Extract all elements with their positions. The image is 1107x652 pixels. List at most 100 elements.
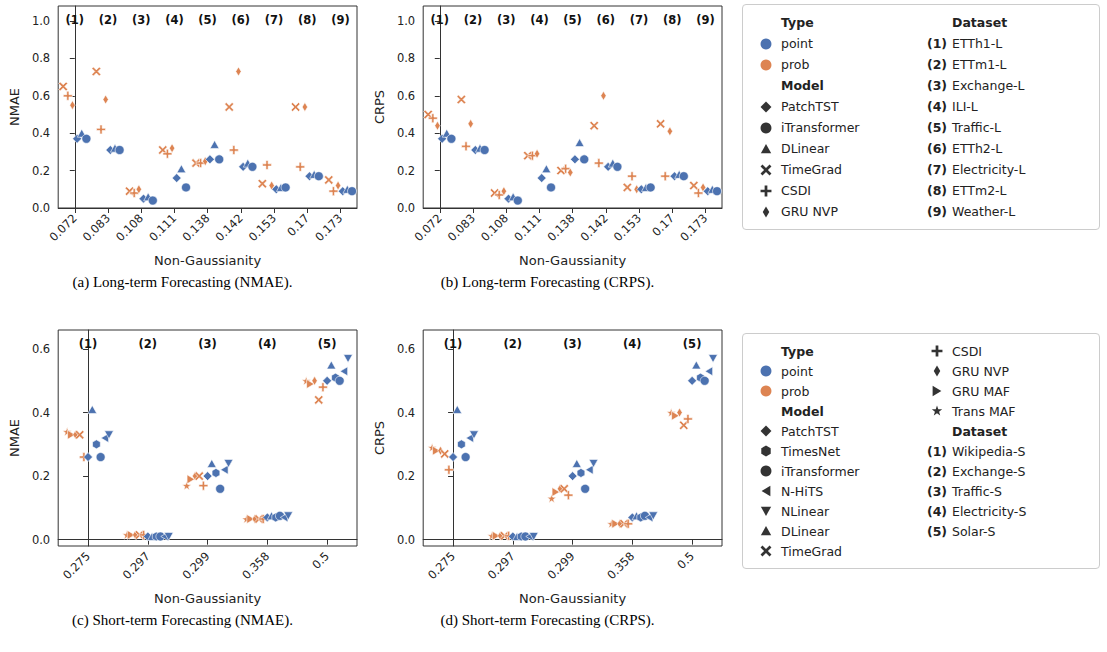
html-text:prob: prob [781, 383, 810, 399]
svg-text:0.5: 0.5 [309, 549, 332, 572]
svg-text:0.111: 0.111 [511, 211, 544, 244]
svg-text:0.138: 0.138 [179, 211, 212, 244]
svg-text:(2): (2) [139, 337, 158, 351]
svg-text:(8): (8) [663, 13, 682, 27]
svg-text:0.6: 0.6 [397, 89, 415, 103]
svg-text:0.17: 0.17 [649, 211, 677, 239]
svg-text:0.0: 0.0 [32, 533, 50, 547]
svg-text:0.083: 0.083 [80, 211, 113, 244]
svg-text:0.297: 0.297 [485, 549, 518, 582]
svg-text:(8): (8) [298, 13, 317, 27]
svg-text:1.0: 1.0 [32, 14, 50, 28]
svg-text:(5): (5) [563, 13, 582, 27]
svg-text:(1): (1) [66, 13, 85, 27]
svg-text:0.111: 0.111 [146, 211, 179, 244]
svg-text:0.072: 0.072 [47, 211, 80, 244]
svg-text:(5): (5) [198, 13, 217, 27]
html-text:(a) Long-term Forecasting (NMA: (a) Long-term Forecasting (NMAE). [72, 274, 293, 290]
svg-text:NMAE: NMAE [7, 88, 22, 126]
svg-text:0.6: 0.6 [397, 342, 415, 356]
svg-text:0.6: 0.6 [32, 342, 50, 356]
svg-text:0.083: 0.083 [445, 211, 478, 244]
svg-text:(3): (3) [563, 337, 582, 351]
html-text:PatchTST: PatchTST [781, 423, 839, 439]
svg-text:(5): (5) [318, 337, 337, 351]
svg-text:0.173: 0.173 [312, 211, 345, 244]
svg-text:Non-Gaussianity: Non-Gaussianity [519, 591, 626, 606]
svg-text:0.142: 0.142 [578, 211, 611, 244]
svg-text:0.2: 0.2 [32, 164, 50, 178]
html-text:(d) Short-term Forecasting (CR: (d) Short-term Forecasting (CRPS). [440, 612, 655, 628]
svg-text:CRPS: CRPS [372, 90, 387, 124]
svg-text:(4): (4) [165, 13, 184, 27]
svg-text:(2): (2) [99, 13, 118, 27]
svg-text:0.6: 0.6 [32, 89, 50, 103]
svg-text:0.4: 0.4 [32, 126, 50, 140]
html-text:Type: Type [781, 343, 814, 359]
svg-text:(2): (2) [464, 13, 483, 27]
html-text:CSDI: CSDI [952, 343, 982, 359]
svg-text:CRPS: CRPS [372, 421, 387, 455]
svg-text:0.17: 0.17 [284, 211, 312, 239]
svg-text:0.142: 0.142 [213, 211, 246, 244]
svg-text:0.2: 0.2 [397, 469, 415, 483]
svg-text:0.138: 0.138 [544, 211, 577, 244]
svg-text:0.299: 0.299 [544, 549, 577, 582]
svg-text:0.4: 0.4 [397, 406, 415, 420]
svg-text:0.299: 0.299 [179, 549, 212, 582]
svg-text:0.0: 0.0 [397, 533, 415, 547]
svg-text:(4): (4) [530, 13, 549, 27]
svg-text:(4): (4) [258, 337, 277, 351]
svg-text:(3): (3) [198, 337, 217, 351]
html-text:TimeGrad: TimeGrad [781, 543, 842, 559]
html-text:iTransformer: iTransformer [781, 463, 860, 479]
svg-text:(9): (9) [696, 13, 715, 27]
svg-text:0.275: 0.275 [425, 549, 458, 582]
html-text:DLinear: DLinear [781, 523, 830, 539]
svg-text:0.5: 0.5 [674, 549, 697, 572]
svg-text:0.4: 0.4 [32, 406, 50, 420]
svg-text:0.4: 0.4 [397, 126, 415, 140]
svg-text:(7): (7) [265, 13, 284, 27]
svg-text:1.0: 1.0 [397, 14, 415, 28]
svg-text:0.153: 0.153 [246, 211, 279, 244]
svg-text:0.297: 0.297 [120, 549, 153, 582]
svg-text:0.358: 0.358 [604, 549, 637, 582]
svg-text:0.108: 0.108 [113, 211, 146, 244]
svg-text:0.8: 0.8 [397, 51, 415, 65]
html-text:(b) Long-term Forecasting (CRP: (b) Long-term Forecasting (CRPS). [440, 274, 655, 290]
svg-text:0.275: 0.275 [60, 549, 93, 582]
svg-text:0.2: 0.2 [32, 469, 50, 483]
svg-text:(9): (9) [331, 13, 350, 27]
svg-text:0.072: 0.072 [412, 211, 445, 244]
html-text:point: point [781, 363, 813, 379]
svg-text:0.0: 0.0 [32, 201, 50, 215]
svg-text:Non-Gaussianity: Non-Gaussianity [154, 591, 261, 606]
svg-text:(6): (6) [232, 13, 251, 27]
svg-text:Non-Gaussianity: Non-Gaussianity [519, 253, 626, 268]
svg-text:0.2: 0.2 [397, 164, 415, 178]
html-text:N-HiTS: N-HiTS [781, 483, 824, 499]
svg-text:0.8: 0.8 [32, 51, 50, 65]
svg-text:Non-Gaussianity: Non-Gaussianity [154, 253, 261, 268]
svg-text:(6): (6) [597, 13, 616, 27]
svg-text:0.153: 0.153 [611, 211, 644, 244]
svg-text:0.0: 0.0 [397, 201, 415, 215]
svg-text:0.358: 0.358 [239, 549, 272, 582]
svg-text:(4): (4) [623, 337, 642, 351]
svg-text:(1): (1) [79, 337, 98, 351]
svg-text:(7): (7) [630, 13, 649, 27]
svg-text:0.108: 0.108 [478, 211, 511, 244]
svg-text:(3): (3) [497, 13, 516, 27]
html-text:Model: Model [781, 403, 824, 419]
html-text:NLinear: NLinear [781, 503, 830, 519]
svg-text:(2): (2) [504, 337, 523, 351]
html-text:TimesNet: TimesNet [781, 443, 840, 459]
svg-text:(3): (3) [132, 13, 151, 27]
svg-text:(5): (5) [683, 337, 702, 351]
svg-text:(1): (1) [431, 13, 450, 27]
html-text:(c) Short-term Forecasting (NM: (c) Short-term Forecasting (NMAE). [72, 612, 293, 628]
svg-text:0.173: 0.173 [677, 211, 710, 244]
svg-text:NMAE: NMAE [7, 419, 22, 457]
svg-text:(1): (1) [444, 337, 463, 351]
